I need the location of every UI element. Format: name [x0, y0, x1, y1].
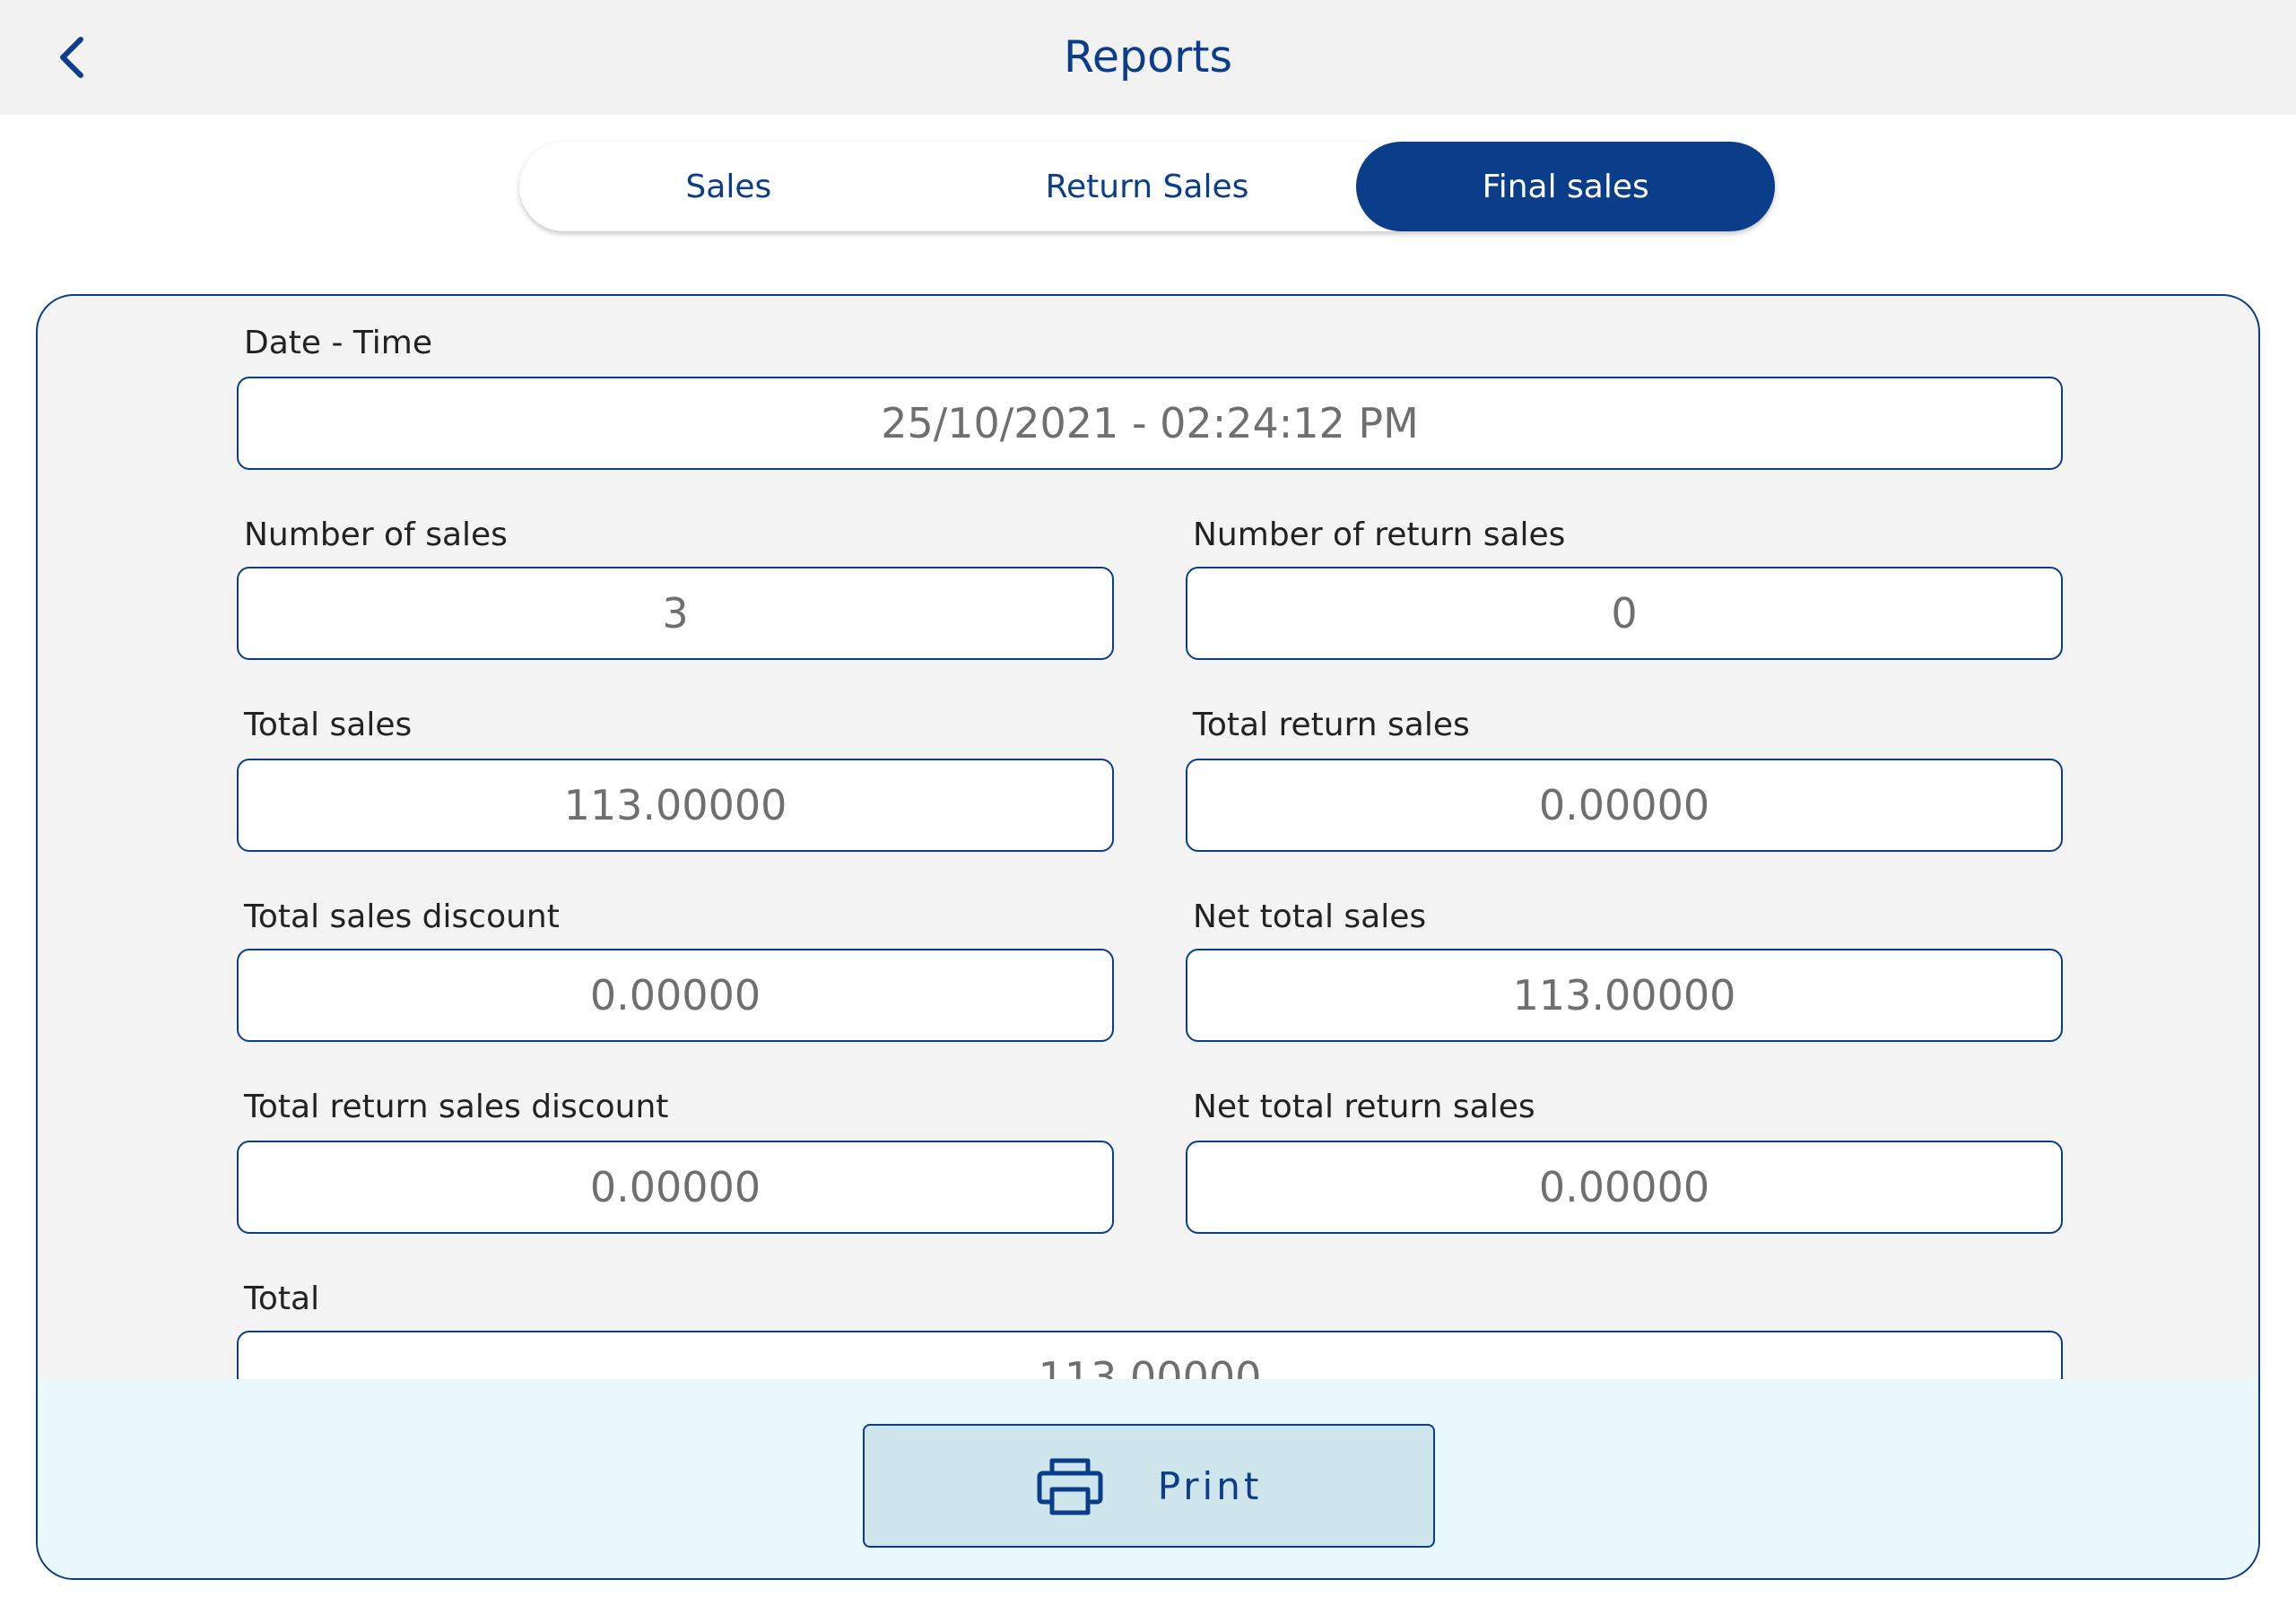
- final-sales-panel: Date - Time 25/10/2021 - 02:24:12 PM Num…: [36, 294, 2260, 1580]
- total-sales-label: Total sales: [244, 707, 413, 743]
- chevron-left-icon: [60, 37, 83, 78]
- total-sales-discount-field[interactable]: 0.00000: [237, 949, 1114, 1042]
- report-type-tabs: Sales Return Sales Final sales: [519, 142, 1776, 231]
- header-bar: Reports: [0, 0, 2296, 115]
- back-button[interactable]: [36, 22, 108, 93]
- number-of-sales-label: Number of sales: [244, 516, 508, 553]
- date-time-field[interactable]: 25/10/2021 - 02:24:12 PM: [237, 377, 2063, 470]
- number-of-return-sales-field[interactable]: 0: [1186, 567, 2063, 660]
- total-return-sales-discount-field[interactable]: 0.00000: [237, 1141, 1114, 1234]
- page-title: Reports: [1064, 31, 1232, 82]
- net-total-return-sales-label: Net total return sales: [1193, 1089, 1535, 1125]
- total-return-sales-discount-label: Total return sales discount: [244, 1089, 669, 1125]
- tab-final-sales[interactable]: Final sales: [1356, 142, 1776, 231]
- total-return-sales-label: Total return sales: [1193, 707, 1470, 743]
- tab-sales[interactable]: Sales: [685, 168, 772, 205]
- print-button[interactable]: Print: [863, 1424, 1435, 1548]
- total-return-sales-field[interactable]: 0.00000: [1186, 759, 2063, 852]
- number-of-sales-field[interactable]: 3: [237, 567, 1114, 660]
- printer-icon: [1037, 1458, 1103, 1515]
- total-sales-field[interactable]: 113.00000: [237, 759, 1114, 852]
- total-label: Total: [244, 1280, 320, 1317]
- net-total-sales-field[interactable]: 113.00000: [1186, 949, 2063, 1042]
- date-time-label: Date - Time: [244, 325, 433, 361]
- tab-return-sales[interactable]: Return Sales: [1045, 168, 1249, 205]
- print-footer: Print: [38, 1379, 2258, 1578]
- total-sales-discount-label: Total sales discount: [244, 898, 560, 935]
- number-of-return-sales-label: Number of return sales: [1193, 516, 1566, 553]
- print-button-label: Print: [1157, 1463, 1263, 1508]
- net-total-sales-label: Net total sales: [1193, 898, 1427, 935]
- net-total-return-sales-field[interactable]: 0.00000: [1186, 1141, 2063, 1234]
